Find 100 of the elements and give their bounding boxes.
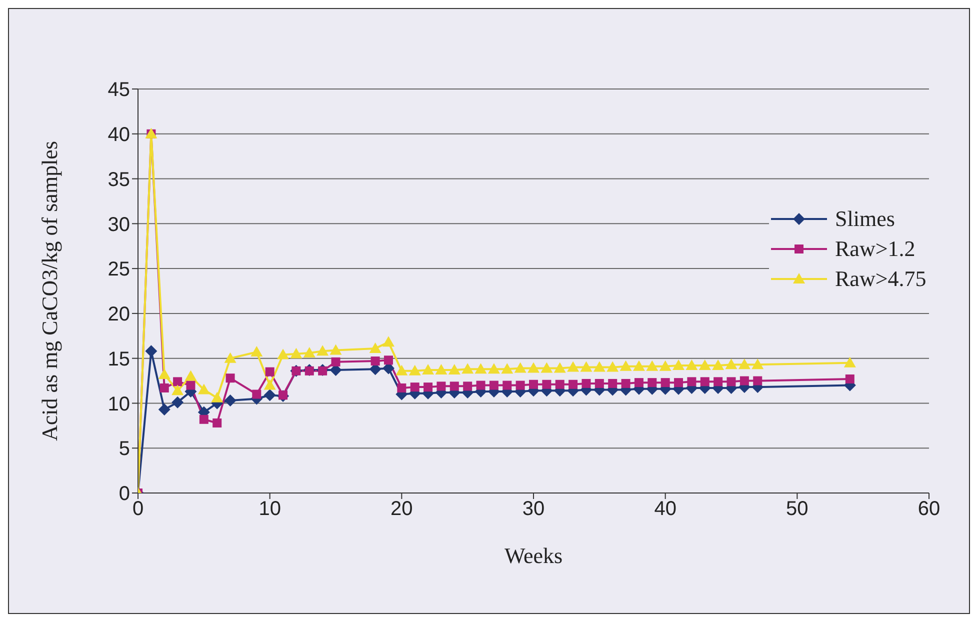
point — [212, 418, 222, 428]
point — [698, 360, 711, 370]
point — [555, 380, 564, 389]
point — [501, 363, 514, 374]
point — [211, 392, 224, 402]
point — [172, 396, 184, 408]
point — [474, 363, 487, 374]
point — [384, 356, 393, 365]
point — [687, 377, 696, 386]
point — [397, 383, 406, 392]
point — [554, 362, 566, 373]
point — [502, 380, 512, 390]
point — [476, 380, 486, 390]
x-tick-label: 60 — [918, 498, 940, 520]
point — [845, 374, 854, 384]
point — [462, 363, 474, 374]
point — [370, 356, 380, 366]
point — [726, 377, 736, 386]
point — [331, 357, 340, 366]
point — [224, 352, 236, 363]
y-tick-label: 30 — [108, 214, 130, 236]
point — [224, 394, 236, 407]
point — [752, 358, 764, 370]
point — [621, 378, 630, 388]
y-tick-label: 0 — [118, 483, 130, 506]
y-tick-label: 15 — [108, 348, 130, 370]
point — [606, 361, 619, 372]
point — [410, 382, 420, 392]
point — [303, 346, 316, 358]
point — [278, 390, 288, 400]
point — [660, 378, 670, 388]
point — [250, 346, 263, 357]
point — [172, 384, 184, 396]
legend-label: Slimes — [835, 206, 895, 232]
y-tick-label: 10 — [108, 393, 130, 416]
point — [568, 380, 578, 389]
point — [158, 404, 170, 416]
point — [700, 377, 710, 386]
point — [488, 363, 500, 374]
point — [450, 382, 459, 391]
point — [198, 384, 210, 394]
point — [290, 348, 302, 358]
point — [580, 361, 592, 372]
point — [686, 360, 698, 370]
point — [382, 336, 394, 347]
point — [674, 378, 684, 388]
point — [740, 376, 749, 386]
x-tick-label: 40 — [654, 498, 676, 520]
point — [424, 382, 433, 392]
point — [448, 364, 460, 375]
point — [542, 380, 552, 389]
point — [529, 380, 538, 389]
point — [330, 344, 342, 355]
point — [608, 378, 618, 388]
point — [277, 348, 290, 360]
point — [184, 370, 197, 381]
point — [725, 358, 738, 370]
y-tick-label: 35 — [108, 168, 130, 191]
point — [632, 360, 645, 371]
legend-label: Raw>4.75 — [835, 266, 926, 292]
point — [316, 345, 329, 356]
y-tick-label: 25 — [108, 258, 130, 281]
point — [620, 360, 632, 371]
point — [714, 377, 723, 386]
point — [422, 364, 434, 375]
y-tick-label: 20 — [108, 304, 130, 326]
point — [594, 378, 604, 388]
point — [158, 368, 170, 379]
point — [712, 360, 724, 370]
x-tick-label: 20 — [390, 498, 413, 520]
point — [435, 364, 448, 375]
point — [160, 383, 169, 392]
point — [528, 362, 540, 373]
point — [672, 360, 685, 370]
point — [145, 345, 158, 358]
point — [463, 382, 472, 391]
point — [226, 374, 235, 383]
point — [264, 389, 276, 402]
point — [252, 390, 262, 399]
point — [648, 378, 657, 388]
point — [436, 382, 446, 391]
x-tick-label: 10 — [258, 498, 281, 520]
point — [173, 377, 182, 386]
point — [489, 380, 498, 390]
point — [844, 356, 856, 368]
point — [593, 361, 606, 372]
y-axis-title: Acid as mg CaCO3/kg of samples — [36, 140, 62, 442]
y-tick-label: 45 — [108, 79, 130, 102]
point — [186, 380, 196, 390]
x-axis-title: Weeks — [504, 543, 563, 568]
y-tick-label: 40 — [108, 124, 130, 146]
point — [567, 361, 580, 372]
point — [634, 378, 644, 388]
point — [408, 364, 421, 376]
point — [582, 378, 591, 388]
point — [265, 367, 274, 376]
point — [264, 379, 276, 390]
point — [369, 342, 382, 353]
legend-label: Raw>1.2 — [835, 236, 916, 262]
point — [396, 364, 408, 376]
